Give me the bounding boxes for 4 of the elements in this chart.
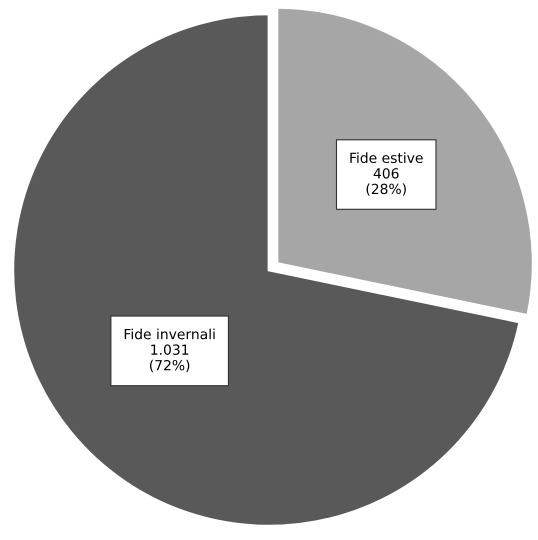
slice-label: Fide estive <box>350 152 423 164</box>
data-label: 1.031 (72%) <box>150 344 190 372</box>
data-label: 406 (28%) <box>366 168 406 196</box>
slice-label: Fide invernali <box>124 328 215 340</box>
